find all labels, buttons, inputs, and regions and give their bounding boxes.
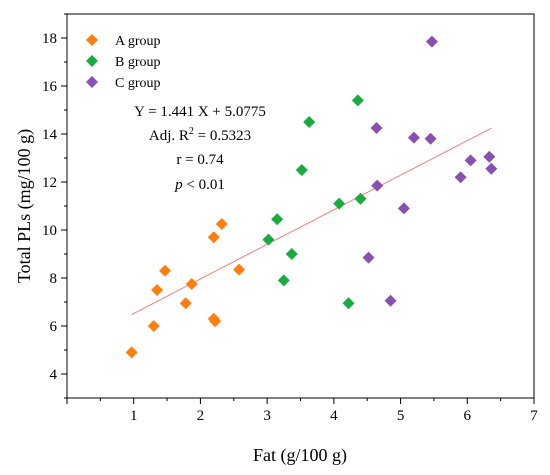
x-tick-label: 6 bbox=[464, 408, 472, 424]
y-tick-label: 12 bbox=[42, 175, 57, 191]
data-point-series-1 bbox=[185, 278, 198, 290]
data-point-series-3 bbox=[454, 171, 467, 184]
p-value-text: p < 0.01 bbox=[174, 177, 225, 193]
legend-marker-a bbox=[86, 34, 98, 46]
data-point-series-2 bbox=[277, 274, 290, 287]
x-tick-label: 1 bbox=[130, 408, 138, 424]
data-point-series-3 bbox=[424, 132, 437, 145]
y-tick-label: 8 bbox=[50, 271, 58, 287]
y-axis-title: Total PLs (mg/100 g) bbox=[14, 129, 35, 283]
legend-marker-c bbox=[86, 76, 98, 88]
data-point-series-2 bbox=[354, 192, 367, 205]
data-point-series-1 bbox=[233, 263, 246, 276]
data-point-series-2 bbox=[285, 248, 298, 260]
data-point-series-1 bbox=[125, 346, 138, 359]
data-point-series-1 bbox=[147, 320, 160, 332]
data-point-series-3 bbox=[362, 251, 375, 264]
x-axis-title: Fat (g/100 g) bbox=[253, 445, 347, 466]
legend-item-a: A group bbox=[86, 34, 161, 49]
legend-item-b: B group bbox=[86, 55, 161, 70]
legend-item-c: C group bbox=[86, 76, 161, 91]
y-tick-label: 14 bbox=[42, 127, 58, 143]
legend-label-c: C group bbox=[115, 76, 161, 91]
y-tick-label: 10 bbox=[42, 223, 57, 239]
data-point-series-2 bbox=[295, 164, 308, 176]
data-point-series-3 bbox=[464, 154, 477, 167]
legend: A group B group C group bbox=[86, 34, 161, 91]
x-tick-label: 2 bbox=[197, 408, 205, 424]
y-tick-label: 18 bbox=[42, 31, 57, 47]
data-point-series-3 bbox=[384, 294, 397, 307]
legend-label-a: A group bbox=[115, 34, 161, 49]
plot-frame bbox=[66, 13, 535, 399]
data-point-series-2 bbox=[262, 233, 275, 246]
adj-r2-prefix: Adj. R bbox=[149, 128, 189, 144]
adj-r2-superscript: 2 bbox=[189, 126, 194, 137]
data-point-series-3 bbox=[407, 131, 420, 144]
data-point-series-1 bbox=[159, 264, 172, 277]
x-tick-label: 4 bbox=[330, 408, 338, 424]
data-point-series-1 bbox=[207, 231, 220, 244]
data-point-series-2 bbox=[351, 94, 364, 107]
data-point-series-3 bbox=[397, 202, 410, 215]
regression-stats: Y = 1.441 X + 5.0775 Adj. R2 = 0.5323 r … bbox=[134, 104, 266, 193]
data-point-series-2 bbox=[342, 297, 355, 310]
data-point-series-3 bbox=[425, 35, 438, 48]
x-tick-label: 3 bbox=[263, 408, 271, 424]
data-point-series-3 bbox=[485, 162, 498, 175]
regression-equation: Y = 1.441 X + 5.0775 bbox=[134, 104, 266, 120]
data-point-series-3 bbox=[371, 179, 384, 192]
x-tick-label: 7 bbox=[530, 408, 538, 424]
legend-marker-b bbox=[86, 55, 98, 67]
y-tick-label: 4 bbox=[50, 367, 58, 383]
data-point-series-1 bbox=[209, 315, 222, 328]
data-point-series-1 bbox=[215, 218, 228, 230]
data-point-series-2 bbox=[271, 213, 284, 226]
data-point-series-1 bbox=[151, 284, 164, 296]
data-point-series-3 bbox=[483, 150, 496, 163]
y-tick-label: 6 bbox=[50, 319, 58, 335]
data-point-series-3 bbox=[370, 122, 383, 134]
data-point-series-2 bbox=[333, 197, 346, 210]
adj-r2-text: Adj. R2 = 0.5323 bbox=[149, 126, 251, 144]
legend-label-b: B group bbox=[115, 55, 161, 70]
data-point-series-1 bbox=[179, 297, 192, 310]
data-point-series-2 bbox=[303, 116, 316, 128]
p-symbol: p bbox=[174, 177, 183, 193]
r-value: r = 0.74 bbox=[176, 152, 224, 168]
p-value: < 0.01 bbox=[183, 177, 225, 193]
x-tick-label: 5 bbox=[397, 408, 405, 424]
data-points bbox=[125, 35, 498, 359]
adj-r2-value: = 0.5323 bbox=[194, 128, 251, 144]
y-tick-label: 16 bbox=[42, 79, 58, 95]
